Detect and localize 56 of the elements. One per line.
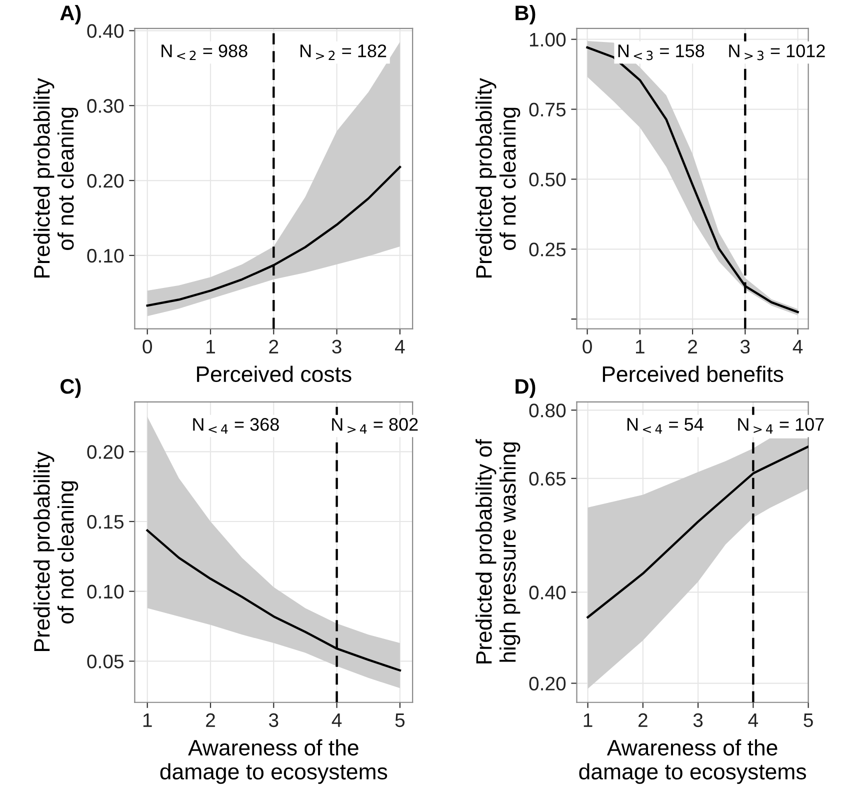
annotation: N$_{>4}$ = 107 <box>738 418 824 434</box>
y-tick-label: 0.20 <box>529 676 566 690</box>
y-tick-label: 0.15 <box>87 514 124 529</box>
y-tick-label: 0.20 <box>87 174 124 188</box>
x-tick-label: 4 <box>394 340 405 354</box>
x-axis-title: Perceived costs <box>197 366 352 382</box>
chart-title: B) <box>516 4 536 24</box>
y-tick-label: 0.40 <box>529 586 566 600</box>
y-tick-label: 0.40 <box>87 24 124 38</box>
annotation: N$_{<4}$ = 368 <box>193 418 279 434</box>
x-tick-label: 5 <box>804 714 813 728</box>
x-tick-label: 1 <box>143 714 152 727</box>
x-axis-title: Awareness of the damage to ecosystems <box>160 739 388 784</box>
annotation: N$_{>3}$ = 1012 <box>729 44 825 60</box>
x-tick-label: 2 <box>638 713 648 727</box>
y-axis-title: Predicted probability of not cleaning <box>476 78 520 278</box>
chart-title: D) <box>516 378 536 398</box>
x-tick-label: 1 <box>206 340 215 354</box>
y-tick-label: 0.50 <box>529 172 566 186</box>
x-tick-label: 1 <box>584 714 592 727</box>
y-tick-label: 0.05 <box>87 654 124 668</box>
annotation: N$_{<4}$ = 54 <box>627 418 704 434</box>
annotation: N$_{>4}$ = 802 <box>332 418 418 434</box>
x-tick-label: 0 <box>582 340 592 354</box>
y-tick-label: 0.75 <box>529 102 566 116</box>
annotation: N$_{<2}$ = 988 <box>162 44 248 60</box>
annotation: N$_{>2}$ = 182 <box>300 44 386 60</box>
x-tick-label: 3 <box>693 713 703 728</box>
chart-title: C) <box>60 378 81 398</box>
chart-title: A) <box>60 4 81 24</box>
y-axis-title: Predicted probability of not cleaning <box>33 78 78 278</box>
x-tick-label: 4 <box>792 340 803 354</box>
x-tick-label: 3 <box>268 713 278 728</box>
y-tick-label: 0.25 <box>529 242 566 256</box>
y-axis-title: Predicted probability of not cleaning <box>33 452 78 652</box>
x-tick-label: 2 <box>269 340 278 354</box>
x-tick-label: 2 <box>206 713 215 727</box>
x-tick-label: 1 <box>636 340 644 354</box>
y-tick-label: 0.10 <box>87 584 124 599</box>
x-tick-label: 5 <box>395 714 405 728</box>
y-tick-label: 0.80 <box>529 404 566 418</box>
y-tick-label: 0.20 <box>87 445 124 459</box>
x-tick-label: 3 <box>740 340 750 354</box>
x-tick-label: 3 <box>332 340 342 354</box>
y-tick-label: 1.00 <box>530 32 566 47</box>
y-tick-label: 0.30 <box>87 99 124 113</box>
x-tick-label: 0 <box>142 340 152 354</box>
y-tick-label: 0.65 <box>529 472 566 486</box>
x-axis-title: Perceived benefits <box>602 366 784 382</box>
x-tick-label: 4 <box>748 714 758 727</box>
x-tick-label: 2 <box>688 340 697 354</box>
y-axis-title: Predicted probability of high pressure washing <box>476 439 520 664</box>
x-axis-title: Awareness of the damage to ecosystems <box>579 739 806 784</box>
y-tick-label: 0.10 <box>87 248 124 263</box>
annotation: N$_{<3}$ = 158 <box>618 44 704 60</box>
x-tick-label: 4 <box>332 714 342 727</box>
